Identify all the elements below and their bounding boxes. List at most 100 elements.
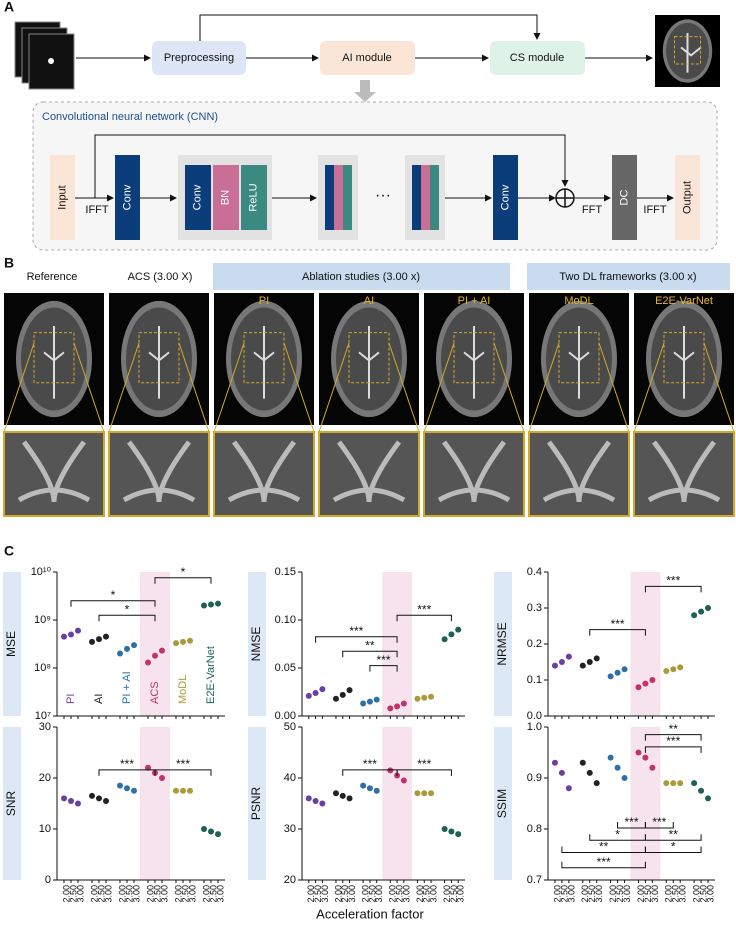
zoom-image xyxy=(332,440,406,503)
significance-bracket xyxy=(589,629,646,636)
y-tick-label: 0.7 xyxy=(527,874,542,886)
ellipsis: ··· xyxy=(375,187,391,204)
roi xyxy=(663,332,705,384)
zoom-image xyxy=(437,440,511,503)
panel-label: B xyxy=(4,255,14,271)
y-tick-label: 10⁷ xyxy=(35,710,51,722)
significance-bracket xyxy=(644,585,702,593)
zoom-line xyxy=(108,342,210,433)
mean-marker xyxy=(332,695,339,702)
x-tick-label: 3.00 xyxy=(103,885,113,903)
x-tick-label: 2.50 xyxy=(394,885,404,903)
zoom-image xyxy=(528,431,630,517)
mean-marker xyxy=(312,797,319,804)
zoom-line xyxy=(318,342,420,433)
mean-marker xyxy=(394,703,401,710)
x-tick-label: 2.00 xyxy=(442,885,452,903)
y-tick-label: 0.0 xyxy=(527,710,542,722)
x-tick-label: 3.00 xyxy=(705,885,715,903)
x-tick-label: 2.50 xyxy=(449,885,459,903)
mean-marker xyxy=(373,787,380,794)
block-label: BN xyxy=(219,190,231,205)
mean-marker xyxy=(400,777,407,784)
image xyxy=(673,326,695,399)
significance-label: * xyxy=(671,840,676,854)
mean-marker xyxy=(215,600,221,607)
x-tick-label: 2.00 xyxy=(388,885,398,903)
significance-label: *** xyxy=(176,757,190,771)
mean-marker xyxy=(649,764,656,771)
x-tick-label: 3.00 xyxy=(131,885,141,903)
ylabel-box xyxy=(494,572,512,716)
mean-marker xyxy=(68,797,74,804)
significance-bracket xyxy=(561,861,646,869)
legend-label: AI xyxy=(93,694,105,704)
highlight-band xyxy=(630,572,661,716)
op-label: IFFT xyxy=(85,204,108,216)
x-tick-label: 2.50 xyxy=(698,885,708,903)
x-tick-label: 2.00 xyxy=(608,885,618,903)
y-tick-label: 0.15 xyxy=(275,566,296,578)
mean-marker xyxy=(159,647,165,654)
mean-marker xyxy=(455,831,462,838)
significance-label: *** xyxy=(363,757,377,771)
mean-marker xyxy=(346,687,353,694)
ylabel-box xyxy=(3,727,21,880)
significance-label: *** xyxy=(376,653,390,667)
roi xyxy=(348,332,390,384)
y-tick-label: 0 xyxy=(45,874,51,886)
group-label: Two DL frameworks (3.00 x) xyxy=(559,271,696,283)
mean-marker xyxy=(558,769,565,776)
mean-marker xyxy=(593,655,600,662)
zoom-line xyxy=(633,342,735,433)
mean-marker xyxy=(663,668,670,674)
mean-marker xyxy=(421,790,428,797)
mean-marker xyxy=(312,689,319,696)
x-tick-label: 3.00 xyxy=(347,885,357,903)
mean-marker xyxy=(215,831,221,838)
ylabel-box xyxy=(3,572,21,716)
significance-bracket xyxy=(396,769,452,776)
mean-marker xyxy=(579,662,586,669)
module-label: CS module xyxy=(510,52,564,64)
mean-marker xyxy=(145,764,151,771)
mean-marker xyxy=(152,652,158,659)
zoom-image xyxy=(122,440,196,503)
zoom-image xyxy=(542,440,616,503)
zoom-image xyxy=(633,431,735,517)
x-tick-label: 2.50 xyxy=(422,885,432,903)
x-tick-label: 2.00 xyxy=(361,885,371,903)
cnn-block xyxy=(241,165,267,230)
x-tick-label: 2.00 xyxy=(664,885,674,903)
mean-marker xyxy=(551,662,558,669)
zoom-line xyxy=(3,342,105,433)
significance-label: *** xyxy=(417,757,431,771)
x-tick-label: 2.00 xyxy=(117,885,127,903)
highlight-band xyxy=(140,727,170,880)
image xyxy=(680,33,702,73)
mean-marker xyxy=(96,636,102,643)
mean-marker xyxy=(635,749,642,756)
x-tick-label: 2.50 xyxy=(643,885,653,903)
significance-label: * xyxy=(125,602,130,616)
cnn-block xyxy=(675,155,700,240)
significance-label: ** xyxy=(599,840,609,854)
y-tick-label: 0.2 xyxy=(527,638,542,650)
y-axis-label: NRMSE xyxy=(495,622,509,665)
significance-label: *** xyxy=(349,624,363,638)
column-label: Reference xyxy=(27,271,78,283)
x-tick-label: 2.00 xyxy=(692,885,702,903)
mean-marker xyxy=(387,705,394,712)
mean-marker xyxy=(68,631,74,638)
x-tick-label: 2.50 xyxy=(313,885,323,903)
panel-label: C xyxy=(4,543,14,559)
group-header xyxy=(527,263,730,290)
significance-bracket xyxy=(342,650,398,658)
arrow xyxy=(94,134,569,198)
mean-marker xyxy=(117,782,123,789)
mean-marker xyxy=(691,780,698,787)
y-axis-label: NMSE xyxy=(249,627,263,662)
y-tick-label: 10¹⁰ xyxy=(31,566,52,578)
mean-marker xyxy=(677,664,684,671)
mean-marker xyxy=(366,785,373,792)
